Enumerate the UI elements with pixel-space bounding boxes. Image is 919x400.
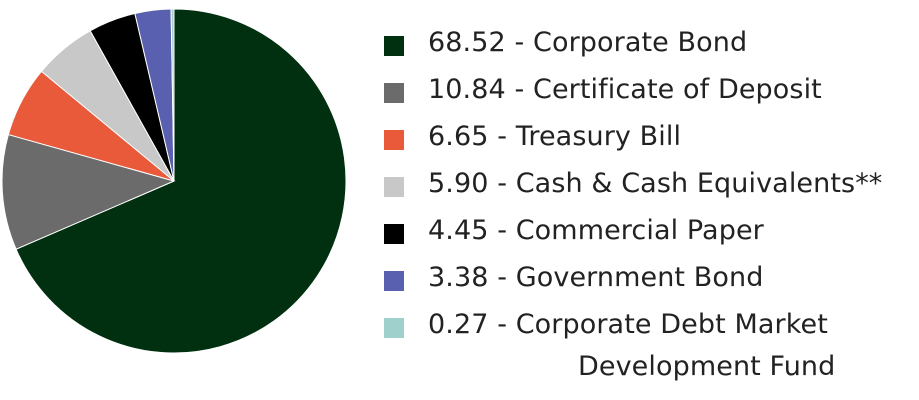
legend-swatch-3 [384, 177, 404, 197]
legend-item-5: 3.38 - Government Bond [384, 257, 914, 304]
legend-swatch-5 [384, 271, 404, 291]
pie-plot [1, 8, 347, 354]
legend-label-4: 4.45 - Commercial Paper [428, 215, 764, 246]
pie-slice-1 [1, 133, 176, 250]
pie-slice-0 [15, 8, 347, 354]
legend-label-6: 0.27 - Corporate Debt Market [428, 309, 828, 340]
legend-item-1: 10.84 - Certificate of Deposit [384, 69, 914, 116]
legend-swatch-6 [384, 318, 404, 338]
legend-swatch-2 [384, 130, 404, 150]
legend-swatch-1 [384, 83, 404, 103]
legend-item-3: 5.90 - Cash & Cash Equivalents** [384, 163, 914, 210]
legend-label-2: 6.65 - Treasury Bill [428, 121, 682, 152]
legend-label-1: 10.84 - Certificate of Deposit [428, 74, 822, 105]
legend-item-4: 4.45 - Commercial Paper [384, 210, 914, 257]
legend-swatch-0 [384, 36, 404, 56]
legend-label-6-line2: Development Fund [578, 351, 836, 382]
pie-slice-6 [170, 8, 175, 182]
legend-item-6: 0.27 - Corporate Debt Market Development … [384, 304, 914, 382]
legend-label-0: 68.52 - Corporate Bond [428, 27, 748, 58]
legend-item-0: 68.52 - Corporate Bond [384, 22, 914, 69]
legend-label-3: 5.90 - Cash & Cash Equivalents** [428, 168, 883, 199]
legend-item-2: 6.65 - Treasury Bill [384, 116, 914, 163]
legend: 68.52 - Corporate Bond 10.84 - Certificat… [384, 22, 914, 382]
legend-text-block-6: 0.27 - Corporate Debt Market Development … [428, 304, 835, 388]
legend-label-5: 3.38 - Government Bond [428, 262, 764, 293]
legend-swatch-4 [384, 224, 404, 244]
